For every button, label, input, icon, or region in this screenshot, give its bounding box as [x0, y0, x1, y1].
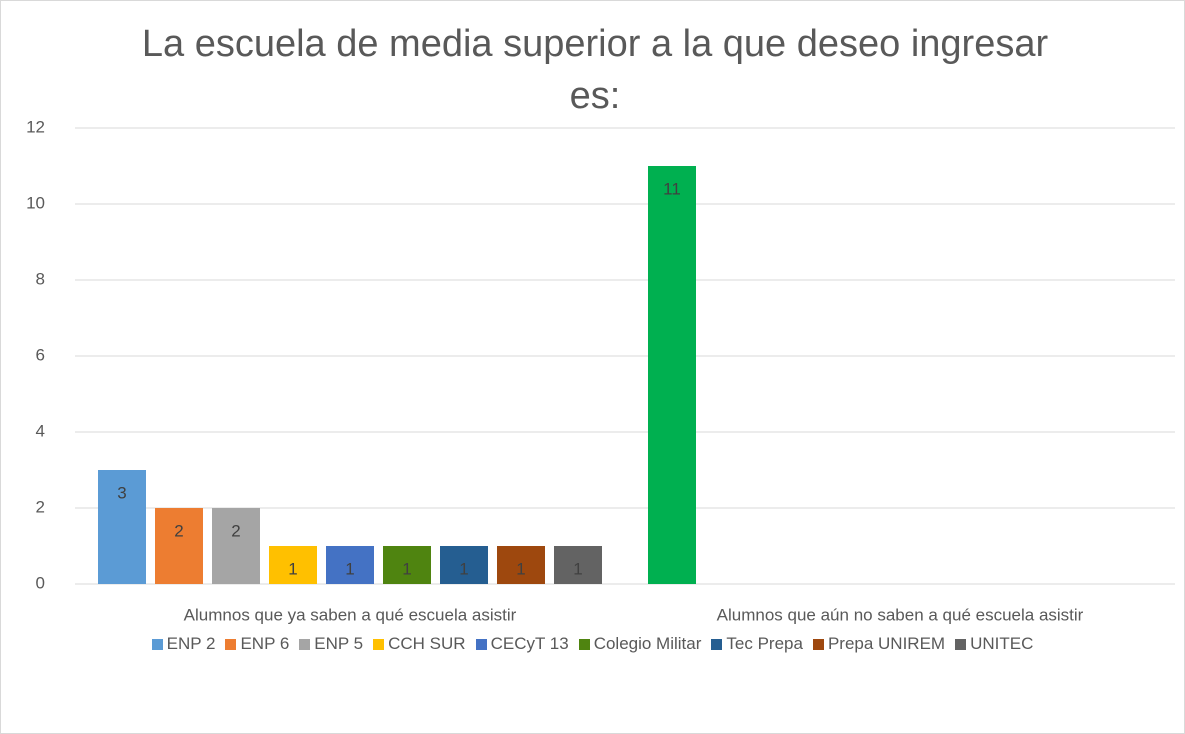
x-tick-label: Alumnos que aún no saben a qué escuela a… [717, 605, 1084, 624]
legend-item: CCH SUR [373, 634, 466, 654]
legend-label: CECyT 13 [490, 634, 569, 653]
data-label: 1 [402, 559, 411, 578]
legend-label: UNITEC [970, 634, 1034, 653]
y-tick-label: 0 [36, 573, 45, 592]
legend-item: ENP 2 [151, 634, 216, 654]
y-tick-label: 6 [36, 345, 45, 364]
bar [383, 546, 431, 584]
chart-title: La escuela de media superior a la que de… [141, 23, 1049, 117]
data-label: 3 [117, 483, 126, 502]
bar [497, 546, 545, 584]
bar [212, 508, 260, 584]
legend-item: CECyT 13 [475, 634, 569, 654]
legend-swatch [299, 638, 311, 650]
legend-label: ENP 5 [314, 634, 364, 653]
data-label: 1 [345, 559, 354, 578]
bar [155, 508, 203, 584]
bar [98, 470, 146, 584]
y-tick-label: 10 [26, 193, 45, 212]
data-label: 2 [231, 521, 240, 540]
y-tick-label: 2 [36, 497, 45, 516]
legend-swatch [955, 638, 967, 650]
legend-swatch [711, 638, 723, 650]
data-label: 1 [459, 559, 468, 578]
legend-item: ENP 5 [299, 634, 363, 654]
y-tick-label: 4 [36, 421, 45, 440]
bar [269, 546, 317, 584]
data-label: 11 [663, 179, 681, 198]
legend-swatch [373, 638, 385, 650]
legend-item: Prepa UNIREM [812, 634, 946, 654]
legend: ENP 2 ENP 6 ENP 5 CCH SUR CECyT 13 Colegio Mi… [0, 634, 1185, 654]
bar [648, 166, 696, 584]
legend-item: Colegio Militar [578, 634, 702, 654]
bar [326, 546, 374, 584]
legend-item: Tec Prepa [711, 634, 803, 654]
legend-label: Prepa UNIREM [827, 634, 946, 653]
legend-swatch [225, 638, 237, 650]
legend-item: UNITEC [955, 634, 1033, 654]
legend-swatch [151, 638, 163, 650]
y-tick-label: 8 [36, 269, 45, 288]
data-label: 1 [288, 559, 297, 578]
legend-label: ENP 2 [166, 634, 216, 653]
legend-label: Tec Prepa [726, 634, 803, 653]
bar [440, 546, 488, 584]
y-tick-label: 12 [26, 117, 45, 136]
legend-label: CCH SUR [388, 634, 466, 653]
bar [554, 546, 602, 584]
legend-label: Colegio Militar [593, 634, 702, 653]
data-label: 1 [573, 559, 582, 578]
x-tick-label: Alumnos que ya saben a qué escuela asist… [184, 605, 517, 624]
data-label: 1 [516, 559, 525, 578]
legend-swatch [812, 638, 824, 650]
legend-swatch [475, 638, 487, 650]
legend-label: ENP 6 [240, 634, 290, 653]
data-label: 2 [174, 521, 183, 540]
legend-item: ENP 6 [225, 634, 289, 654]
legend-swatch [578, 638, 590, 650]
